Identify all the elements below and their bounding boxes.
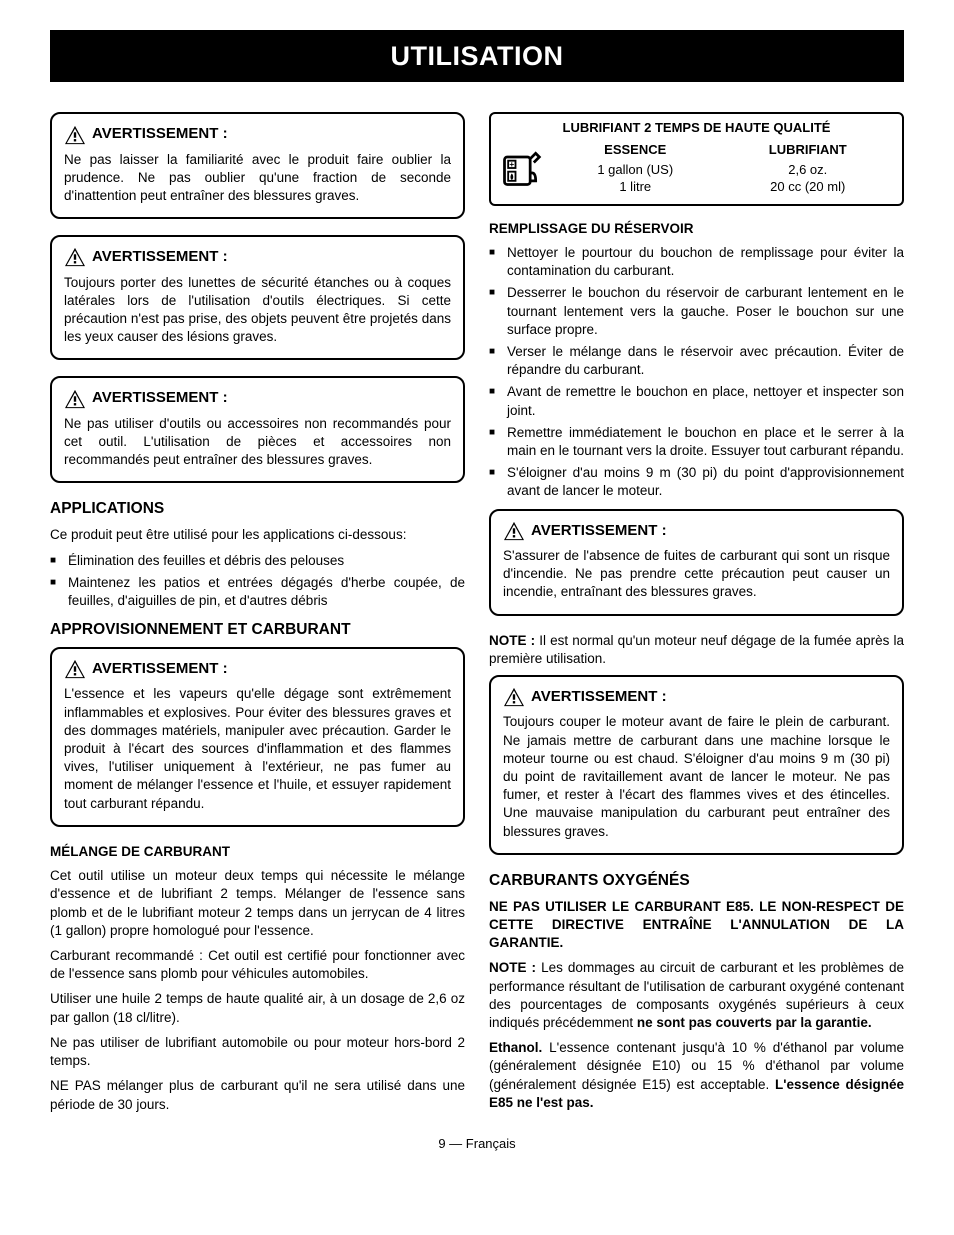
fuel-heading: APPROVISIONNEMENT ET CARBURANT <box>50 620 465 641</box>
warning-text: L'essence et les vapeurs qu'elle dégage … <box>64 685 451 813</box>
warning-box-1: AVERTISSEMENT : Ne pas laisser la famili… <box>50 112 465 219</box>
fuel-p1: Cet outil utilise un moteur deux temps q… <box>50 867 465 940</box>
warning-icon <box>64 247 86 267</box>
oxy-note: NOTE : Les dommages au circuit de carbur… <box>489 959 904 1032</box>
warning-box-6: AVERTISSEMENT : Toujours couper le moteu… <box>489 675 904 855</box>
list-item: Remettre immédiatement le bouchon en pla… <box>489 424 904 460</box>
warning-text: Ne pas utiliser d'outils ou accessoires … <box>64 415 451 470</box>
two-column-layout: AVERTISSEMENT : Ne pas laisser la famili… <box>50 112 904 1120</box>
page-title-bar: UTILISATION <box>50 30 904 82</box>
fuel-p4: Ne pas utiliser de lubrifiant automobile… <box>50 1034 465 1070</box>
warning-label: AVERTISSEMENT : <box>92 388 228 408</box>
note-1: NOTE : Il est normal qu'un moteur neuf d… <box>489 632 904 668</box>
fuel-p3: Utiliser une huile 2 temps de haute qual… <box>50 990 465 1026</box>
oxy-bold-intro: NE PAS UTILISER LE CARBURANT E85. LE NON… <box>489 898 904 953</box>
mix-heading: MÉLANGE DE CARBURANT <box>50 843 465 861</box>
list-item: Maintenez les patios et entrées dégagés … <box>50 574 465 610</box>
note-label: NOTE : <box>489 960 541 975</box>
fuel-p2: Carburant recommandé : Cet outil est cer… <box>50 947 465 983</box>
oxy-ethanol: Ethanol. L'essence contenant jusqu'à 10 … <box>489 1039 904 1112</box>
right-column: LUBRIFIANT 2 TEMPS DE HAUTE QUALITÉ + ES… <box>489 112 904 1120</box>
warning-box-3: AVERTISSEMENT : Ne pas utiliser d'outils… <box>50 376 465 483</box>
warning-label: AVERTISSEMENT : <box>531 521 667 541</box>
warning-icon <box>503 687 525 707</box>
table-col-essence: ESSENCE 1 gallon (US) 1 litre <box>549 141 722 196</box>
table-cell: 1 gallon (US) <box>549 161 722 179</box>
warning-label: AVERTISSEMENT : <box>92 659 228 679</box>
col-head: ESSENCE <box>549 141 722 159</box>
list-item: Desserrer le bouchon du réservoir de car… <box>489 284 904 339</box>
list-item: Élimination des feuilles et débris des p… <box>50 552 465 570</box>
table-col-lubrifiant: LUBRIFIANT 2,6 oz. 20 cc (20 ml) <box>722 141 895 196</box>
warning-label: AVERTISSEMENT : <box>92 247 228 267</box>
warning-text: Toujours porter des lunettes de sécurité… <box>64 274 451 347</box>
applications-intro: Ce produit peut être utilisé pour les ap… <box>50 526 465 544</box>
list-item: Nettoyer le pourtour du bouchon de rempl… <box>489 244 904 280</box>
warning-text: S'assurer de l'absence de fuites de carb… <box>503 547 890 602</box>
warning-text: Toujours couper le moteur avant de faire… <box>503 713 890 841</box>
warning-text: Ne pas laisser la familiarité avec le pr… <box>64 151 451 206</box>
warning-box-2: AVERTISSEMENT : Toujours porter des lune… <box>50 235 465 360</box>
warning-box-4: AVERTISSEMENT : L'essence et les vapeurs… <box>50 647 465 827</box>
svg-text:+: + <box>509 160 514 169</box>
col-head: LUBRIFIANT <box>722 141 895 159</box>
oxy-heading: CARBURANTS OXYGÉNÉS <box>489 871 904 892</box>
fuel-can-icon: + <box>499 146 543 190</box>
ethanol-label: Ethanol. <box>489 1040 549 1055</box>
table-cell: 20 cc (20 ml) <box>722 178 895 196</box>
warning-icon <box>64 125 86 145</box>
warning-label: AVERTISSEMENT : <box>531 687 667 707</box>
warning-box-5: AVERTISSEMENT : S'assurer de l'absence d… <box>489 509 904 616</box>
warning-icon <box>64 659 86 679</box>
refill-heading: REMPLISSAGE DU RÉSERVOIR <box>489 220 904 238</box>
note-bold-tail: ne sont pas couverts par la garantie. <box>637 1015 872 1030</box>
lubricant-table: LUBRIFIANT 2 TEMPS DE HAUTE QUALITÉ + ES… <box>489 112 904 205</box>
warning-icon <box>64 389 86 409</box>
applications-heading: APPLICATIONS <box>50 499 465 520</box>
fuel-p5: NE PAS mélanger plus de carburant qu'il … <box>50 1077 465 1113</box>
refill-list: Nettoyer le pourtour du bouchon de rempl… <box>489 244 904 501</box>
left-column: AVERTISSEMENT : Ne pas laisser la famili… <box>50 112 465 1120</box>
warning-icon <box>503 521 525 541</box>
note-label: NOTE : <box>489 633 539 648</box>
page-footer: 9 — Français <box>50 1135 904 1153</box>
note-text: Il est normal qu'un moteur neuf dégage d… <box>489 633 904 666</box>
table-cell: 2,6 oz. <box>722 161 895 179</box>
list-item: Avant de remettre le bouchon en place, n… <box>489 383 904 419</box>
applications-list: Élimination des feuilles et débris des p… <box>50 552 465 611</box>
list-item: Verser le mélange dans le réservoir avec… <box>489 343 904 379</box>
table-title: LUBRIFIANT 2 TEMPS DE HAUTE QUALITÉ <box>491 114 902 141</box>
list-item: S'éloigner d'au moins 9 m (30 pi) du poi… <box>489 464 904 500</box>
table-cell: 1 litre <box>549 178 722 196</box>
warning-label: AVERTISSEMENT : <box>92 124 228 144</box>
